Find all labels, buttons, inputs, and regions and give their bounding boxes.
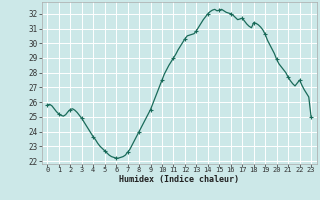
X-axis label: Humidex (Indice chaleur): Humidex (Indice chaleur) <box>119 175 239 184</box>
